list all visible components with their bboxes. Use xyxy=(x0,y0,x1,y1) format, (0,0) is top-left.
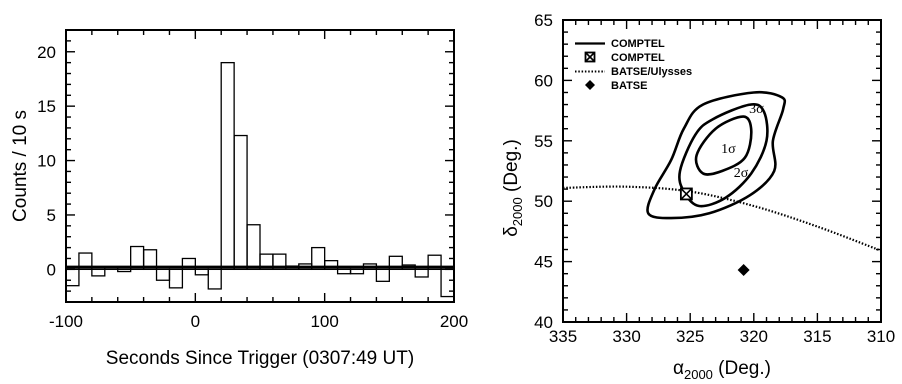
legend-entry: BATSE/Ulysses xyxy=(575,66,692,78)
histogram-bar xyxy=(336,268,352,275)
y-tick-label: 55 xyxy=(534,132,553,151)
sky-plot-frame xyxy=(562,19,882,323)
y-tick-label: 45 xyxy=(534,253,553,272)
y-tick-label: 5 xyxy=(47,206,56,225)
x-tick-label: 0 xyxy=(191,312,200,331)
y-tick-label: 40 xyxy=(534,313,553,332)
x-tick-label: 315 xyxy=(803,327,831,346)
x-tick-label: 320 xyxy=(740,327,768,346)
histogram-bar xyxy=(220,61,235,271)
histogram-bar xyxy=(375,268,390,282)
histogram-bar xyxy=(440,268,455,298)
x-tick-label: 200 xyxy=(440,312,468,331)
histogram-bar xyxy=(207,268,222,290)
histogram-bar xyxy=(142,249,158,271)
histogram-bar xyxy=(246,224,261,271)
legend-boxed-x xyxy=(584,51,596,63)
sky-plot-xlabel-base: α xyxy=(673,358,684,379)
sky-plot-ticks xyxy=(562,19,882,323)
legend-entry: COMPTEL xyxy=(575,38,665,50)
sky-plot-ylabel-rest: (Deg.) xyxy=(501,139,522,197)
x-tick-label: 325 xyxy=(676,327,704,346)
contour-label: 2σ xyxy=(734,166,749,181)
legend-label: BATSE xyxy=(611,80,647,92)
sky-position-chart: 335 330 325 320 315 310 40 45 50 55 60 65 1σ 2σ 3σ CO… xyxy=(501,11,895,382)
legend-entry: BATSE xyxy=(585,80,647,92)
histogram-bar xyxy=(155,268,171,281)
histogram-bar xyxy=(388,255,403,271)
y-tick-label: 65 xyxy=(534,11,553,30)
histogram-bar xyxy=(414,268,429,278)
y-tick-label: 60 xyxy=(534,71,553,90)
sky-plot-tick-labels: 335 330 325 320 315 310 40 45 50 55 60 65 xyxy=(534,11,895,346)
light-curve-xlabel: Seconds Since Trigger (0307:49 UT) xyxy=(106,348,414,369)
sky-plot-series: 1σ 2σ 3σ xyxy=(562,90,882,277)
marker-cross xyxy=(584,51,596,63)
light-curve-ticks xyxy=(65,29,455,303)
y-tick-label: 0 xyxy=(47,260,56,279)
legend-label: COMPTEL xyxy=(611,38,665,50)
histogram-bar xyxy=(311,246,326,271)
light-curve-tick-labels: -100 0 100 200 0 5 10 15 20 xyxy=(37,43,468,331)
sky-plot-ylabel-sub: 2000 xyxy=(510,197,525,226)
histogram-bar xyxy=(181,257,196,271)
histogram-bar xyxy=(91,268,106,277)
sky-plot-xlabel-sub: 2000 xyxy=(684,367,713,382)
y-tick-label: 20 xyxy=(37,43,56,62)
histogram-bar xyxy=(117,268,132,273)
x-tick-label: -100 xyxy=(49,312,83,331)
x-tick-label: 330 xyxy=(612,327,640,346)
histogram-bar xyxy=(272,253,287,271)
marker-cross xyxy=(680,187,693,201)
y-tick-label: 50 xyxy=(534,192,553,211)
histogram-bar xyxy=(324,260,339,271)
x-tick-label: 310 xyxy=(867,327,895,346)
x-tick-label: 335 xyxy=(549,327,577,346)
histogram-bars xyxy=(65,61,455,298)
light-curve-chart: -100 0 100 200 0 5 10 15 20 Seconds Since Trigge… xyxy=(10,29,468,369)
legend-entry: COMPTEL xyxy=(584,51,665,64)
histogram-bar xyxy=(194,268,209,276)
light-curve-ylabel: Counts / 10 s xyxy=(10,110,31,222)
comptel-position-marker xyxy=(679,187,693,201)
y-tick-label: 15 xyxy=(37,97,56,116)
batse-ulysses-arc xyxy=(562,185,882,252)
histogram-bar xyxy=(168,268,184,289)
sky-plot-xlabel: α2000 (Deg.) xyxy=(673,358,771,382)
legend-diamond xyxy=(585,80,595,90)
histogram-bar xyxy=(65,268,80,287)
sky-plot-xlabel-rest: (Deg.) xyxy=(713,358,771,379)
comptel-contour-3sigma xyxy=(646,90,787,220)
legend-label: BATSE/Ulysses xyxy=(611,66,692,78)
comptel-contour-1sigma xyxy=(694,115,753,176)
comptel-contour-2sigma xyxy=(678,103,769,208)
sky-plot-ylabel: δ2000 (Deg.) xyxy=(501,139,525,237)
contour-label: 3σ xyxy=(749,102,764,117)
histogram-bar xyxy=(78,252,93,271)
histogram-bar xyxy=(427,254,442,271)
y-tick-label: 10 xyxy=(37,152,56,171)
light-curve-plot-frame xyxy=(65,29,455,303)
histogram-bar xyxy=(349,268,365,275)
batse-position-marker xyxy=(737,264,750,277)
x-tick-label: 100 xyxy=(310,312,338,331)
sky-plot-legend: COMPTEL COMPTEL BATSE/Ulysses BATSE xyxy=(575,38,692,92)
legend-label: COMPTEL xyxy=(611,52,665,64)
contour-label: 1σ xyxy=(721,142,736,157)
sky-plot-ylabel-base: δ xyxy=(501,226,522,237)
histogram-bar xyxy=(233,134,248,271)
